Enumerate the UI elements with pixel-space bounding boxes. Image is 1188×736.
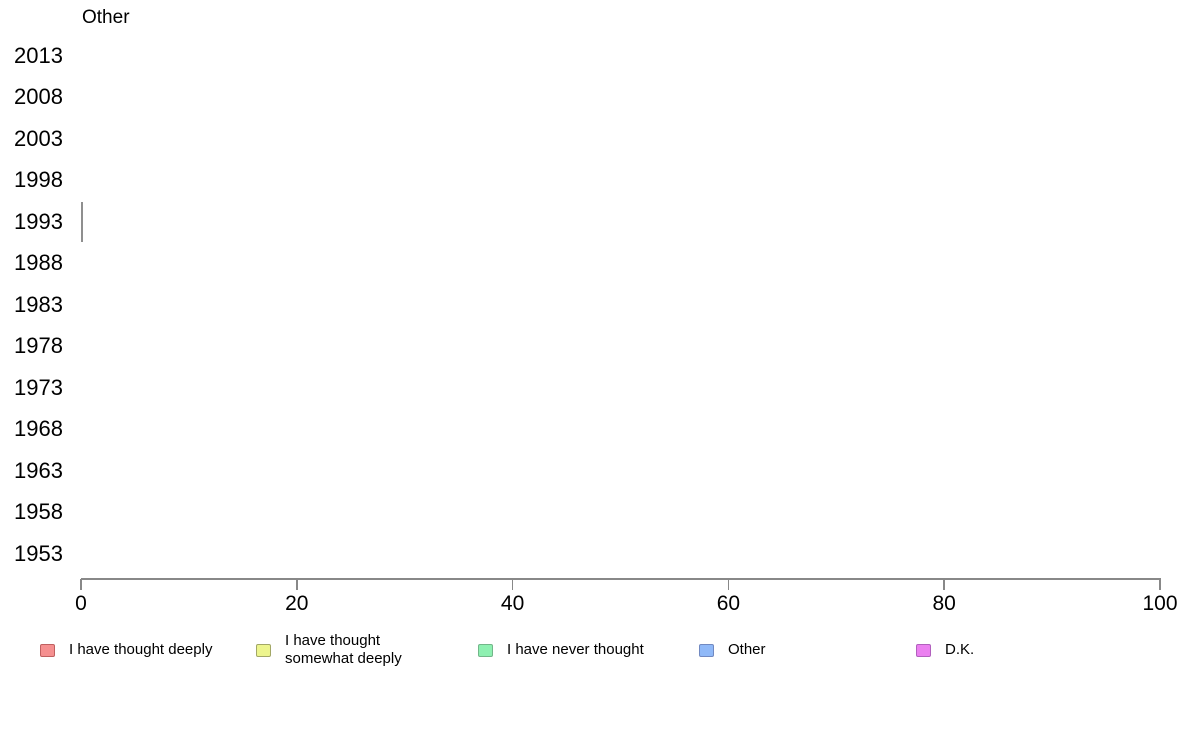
legend-swatch-icon <box>916 643 931 657</box>
x-tick-label-40: 40 <box>500 592 525 615</box>
y-axis-label-1998: 1998 <box>14 167 63 192</box>
y-axis-label-1953: 1953 <box>14 540 63 566</box>
x-tick-label-60: 60 <box>716 592 741 615</box>
legend-item-1: I have thought somewhat deeply <box>256 631 435 669</box>
legend-item-4: D.K. <box>916 631 974 669</box>
x-tick-60 <box>727 579 730 590</box>
legend-label: D.K. <box>945 641 975 658</box>
y-axis-label-1983: 1983 <box>14 291 63 317</box>
chart-title: Other <box>82 7 130 28</box>
y-axis-label-1988: 1988 <box>14 250 63 275</box>
legend-item-3: Other <box>699 631 766 669</box>
legend-label: Other <box>728 641 766 658</box>
y-axis-label-1968: 1968 <box>14 416 63 441</box>
y-axis-label-2008: 2008 <box>14 84 63 109</box>
x-axis-line <box>81 578 1161 580</box>
y-axis-label-2013: 2013 <box>14 42 63 68</box>
x-tick-20 <box>296 579 298 590</box>
legend-swatch-icon <box>40 643 55 657</box>
x-tick-0 <box>80 579 82 590</box>
x-tick-80 <box>943 579 945 590</box>
x-tick-label-20: 20 <box>285 592 309 615</box>
x-tick-label-100: 100 <box>1142 592 1178 615</box>
legend-label: I have thought deeply <box>69 641 213 658</box>
bar-outline-1993 <box>81 201 83 242</box>
x-tick-label-80: 80 <box>932 592 956 615</box>
legend-label: I have never thought <box>507 641 644 658</box>
y-axis-label-1958: 1958 <box>14 499 63 524</box>
y-axis-label-1963: 1963 <box>14 457 63 483</box>
y-axis-label-1993: 1993 <box>14 208 63 234</box>
y-axis-label-1978: 1978 <box>14 333 63 358</box>
x-tick-label-0: 0 <box>75 592 87 615</box>
legend-label: I have thought somewhat deeply <box>285 632 402 667</box>
x-tick-40 <box>511 579 514 590</box>
legend-swatch-icon <box>478 643 493 657</box>
y-axis-label-2003: 2003 <box>14 125 63 151</box>
legend-item-2: I have never thought <box>478 631 644 669</box>
y-axis-label-1973: 1973 <box>14 374 63 400</box>
legend-swatch-icon <box>699 643 714 657</box>
legend-item-0: I have thought deeply <box>40 631 212 669</box>
legend-swatch-icon <box>256 643 271 657</box>
x-tick-100 <box>1159 579 1161 590</box>
